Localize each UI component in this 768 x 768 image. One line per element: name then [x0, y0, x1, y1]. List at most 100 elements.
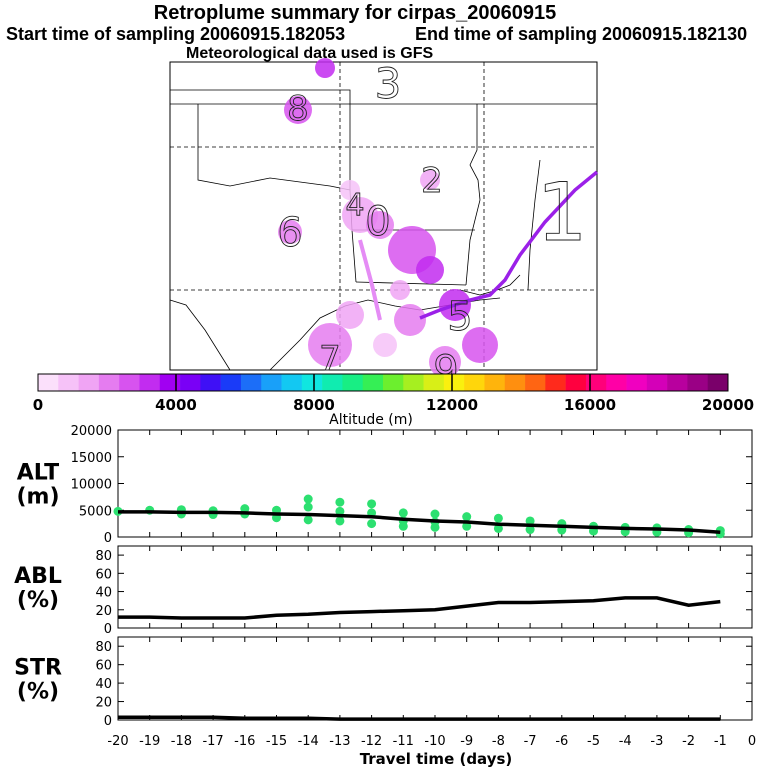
colorbar-tick-label: 4000 [155, 396, 197, 414]
colorbar-cell [362, 374, 384, 391]
scatter-point [462, 512, 472, 522]
x-axis: -20 -19 -18 -17 -16 -15 -14 -13 -12 -11 -10 -9 -8 -7-… [107, 734, 756, 749]
colorbar-frame [37, 373, 729, 392]
plume-blob [390, 280, 410, 300]
x-tick-label: -9 [460, 734, 473, 749]
colorbar-cell [545, 374, 566, 391]
trajectory-branch [358, 239, 382, 321]
colorbar-cell [606, 374, 627, 391]
trajectory-line [419, 170, 599, 320]
colorbar-cell [78, 374, 100, 391]
series-line [118, 715, 721, 721]
day-marker-5: 5 [447, 294, 472, 340]
scatter-point [398, 508, 408, 518]
scatter-point [430, 522, 440, 532]
day-marker-3: 3 [375, 59, 402, 108]
day-marker-4: 4 [345, 188, 364, 223]
scatter-point [493, 513, 503, 523]
colorbar-cell [220, 374, 242, 391]
scatter-point [525, 525, 535, 535]
colorbar-cell [301, 374, 323, 391]
x-tick-label: -17 [202, 734, 223, 749]
scatter-point [493, 523, 503, 533]
y-tick-label: 0 [104, 714, 112, 729]
x-tick-label: -12 [361, 734, 382, 749]
colorbar-tick-label: 12000 [426, 396, 478, 414]
x-tick-label: -18 [171, 734, 192, 749]
scatter-point [335, 516, 345, 526]
colorbar-tick-label: 8000 [293, 396, 335, 414]
panel-frame [117, 545, 753, 629]
plume-blob [462, 327, 498, 363]
colorbar-cell [58, 374, 79, 391]
colorbar-cell [322, 374, 343, 391]
y-tick-label: 20000 [71, 424, 112, 439]
y-tick-label: 40 [95, 586, 112, 601]
x-tick-label: -19 [139, 734, 160, 749]
day-marker-6: 6 [277, 210, 302, 256]
colorbar-cell [565, 374, 587, 391]
x-tick-label: -5 [587, 734, 600, 749]
colorbar-cell [159, 374, 181, 391]
colorbar-tick-label: 16000 [564, 396, 616, 414]
colorbar-label: Altitude (m) [329, 412, 413, 428]
scatter-point [335, 506, 345, 516]
plume-blob [315, 58, 335, 78]
y-tick-label: 40 [95, 677, 112, 692]
colorbar-ticks: 0 4000 8000 12000 16000 20000 [33, 374, 754, 414]
colorbar-cell [139, 374, 161, 391]
day-marker-8: 8 [287, 89, 309, 129]
met-data-label: Meteorological data used is GFS [186, 45, 434, 62]
colorbar-cell [261, 374, 282, 391]
y-tick-label: 0 [104, 622, 112, 637]
colorbar-cell [180, 374, 201, 391]
colorbar-cell [525, 374, 546, 391]
colorbar-cell [403, 374, 424, 391]
map-grid [170, 62, 597, 370]
scatter-point [367, 499, 377, 509]
y-axis-label: (m) [16, 485, 59, 510]
colorbar-tick-label: 0 [33, 396, 43, 414]
plume-blobs [278, 58, 498, 378]
y-tick-label: 5000 [79, 504, 112, 519]
x-tick-label: -8 [492, 734, 505, 749]
plume-blob [366, 211, 394, 239]
day-marker-7: 7 [319, 339, 341, 379]
colorbar-tick-label: 20000 [702, 396, 754, 414]
colorbar-cell [707, 374, 729, 391]
end-time-label: End time of sampling 20060915.182130 [415, 24, 748, 44]
series-line [118, 510, 721, 534]
x-tick-label: -10 [424, 734, 445, 749]
x-tick-label: -15 [266, 734, 287, 749]
colorbar-cell [119, 374, 140, 391]
x-tick-label: -6 [555, 734, 568, 749]
colorbar-cell [423, 374, 445, 391]
panel-frame [117, 636, 753, 721]
scatter-point [335, 497, 345, 507]
y-tick-label: 80 [95, 549, 112, 564]
scatter-point [367, 519, 377, 529]
scatter-point [398, 521, 408, 531]
y-tick-label: 80 [95, 640, 112, 655]
x-tick-label: -7 [524, 734, 537, 749]
panel-alt: 0 5000 10000 15000 20000 ALT(m) [16, 424, 753, 546]
y-axis-label: ABL [14, 564, 62, 589]
scatter-point [430, 509, 440, 519]
x-tick-label: -3 [650, 734, 663, 749]
x-tick-label: -16 [234, 734, 255, 749]
y-tick-label: 60 [95, 567, 112, 582]
colorbar-cell [200, 374, 221, 391]
series-line [118, 596, 721, 620]
y-tick-label: 10000 [71, 478, 112, 493]
y-axis-label: (%) [17, 680, 59, 705]
colorbar-cell [98, 374, 120, 391]
day-marker-2: 2 [421, 161, 443, 201]
y-axis-label: STR [14, 656, 62, 681]
day-marker-0: 0 [365, 199, 390, 245]
plume-blob [394, 304, 426, 336]
plume-blob [284, 96, 312, 124]
plume-blob [336, 301, 364, 329]
colorbar-cell [342, 374, 363, 391]
